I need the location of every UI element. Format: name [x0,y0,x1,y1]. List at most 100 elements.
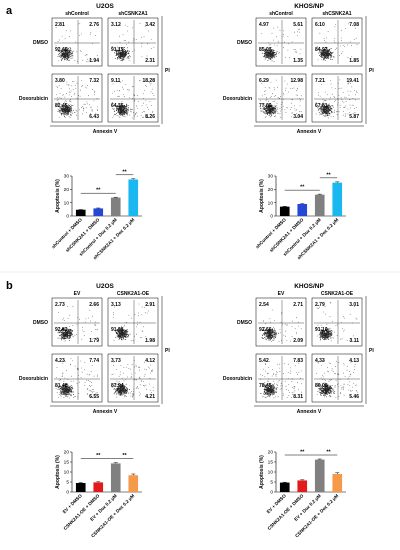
flow-dot [319,95,321,97]
flow-dot [135,112,137,113]
flow-dot [120,394,121,396]
flow-dot [132,393,134,395]
flow-dot [60,109,62,111]
flow-dot [144,90,145,91]
flow-dot [74,365,76,367]
flow-dot [121,55,123,57]
flow-dot [127,376,128,378]
flow-dot [277,112,279,114]
flow-dot [274,44,276,46]
flow-dot [139,393,141,395]
flow-dot [272,106,274,108]
flow-dot [279,116,281,118]
flow-dot [273,105,275,107]
flow-dot [264,48,266,50]
flow-dot [265,51,267,53]
flow-dot [116,58,118,60]
flow-dot [266,56,268,58]
bar-2 [93,208,104,216]
flow-dot [66,370,67,372]
flow-dot [152,112,154,113]
flow-dot [62,373,64,375]
flow-dot [280,96,281,98]
flow-dot [335,325,337,326]
flow-dot [323,335,325,336]
flow-dot [83,108,85,109]
flow-dot [326,323,328,325]
flow-dot [73,397,75,398]
flow-dot [335,23,336,25]
flow-dot [65,338,66,340]
flow-dot [71,391,73,392]
flow-dot [328,329,329,331]
flow-dot [326,109,328,111]
flow-dot [297,31,298,33]
flow-dot [344,113,346,115]
flow-dot [143,375,145,377]
flow-dot [148,30,150,32]
flow-dot [64,57,66,58]
flow-dot [123,58,125,60]
flow-dot [272,331,274,333]
flow-dot [68,337,70,339]
flow-dot [329,49,331,50]
flow-dot [138,315,140,317]
flow-dot [68,112,69,113]
flow-dot [132,340,134,342]
flow-dot [144,373,146,375]
flow-dot [136,387,138,389]
flow-dot [271,56,273,58]
flow-dot [72,88,74,90]
flow-dot [119,113,120,115]
flow-dot [95,112,97,114]
flow-dot [82,106,83,107]
flow-dot [152,369,154,371]
flow-dot [278,52,279,54]
flow-dot [61,53,63,54]
flow-dot [321,59,323,61]
flow-dot [90,390,92,392]
flow-dot [71,110,72,112]
flow-dot [272,389,274,390]
flow-dot [64,55,66,57]
flow-dot [63,108,65,110]
flow-dot [269,335,271,337]
flow-dot [121,393,122,395]
flow-dot [86,87,88,89]
flow-dot [324,57,326,59]
flow-dot [120,54,122,56]
flow-dot [126,103,128,105]
flow-dot [60,55,62,57]
flow-dot [264,87,266,88]
flow-dot [68,111,70,113]
flow-dot [269,318,271,320]
flow-dot [128,107,130,109]
flow-dot [285,57,286,58]
flow-dot [60,56,62,58]
flow-dot [74,112,76,113]
flow-dot [118,50,120,52]
flow-dot [134,379,136,381]
flow-dot [285,335,286,337]
quadrant-lower-left-value: 77.69 [259,103,272,109]
flow-dot [91,43,93,45]
flow-dot [340,97,342,98]
flow-dot [137,108,138,109]
flow-dot [343,316,345,318]
flow-dot [136,321,138,323]
flow-dot [62,95,64,97]
flow-dot [126,108,127,109]
flow-dot [269,51,271,53]
flow-dot [117,50,118,52]
flow-dot [129,110,131,112]
flow-dot [122,51,124,53]
flow-dot [84,54,86,56]
flow-dot [327,115,329,117]
flow-dot [64,396,66,397]
flow-dot [261,334,263,336]
flow-dot [329,52,331,54]
flow-dot [62,372,63,374]
flow-dot [83,110,84,112]
flow-dot [57,103,58,105]
flow-dot [58,312,59,313]
